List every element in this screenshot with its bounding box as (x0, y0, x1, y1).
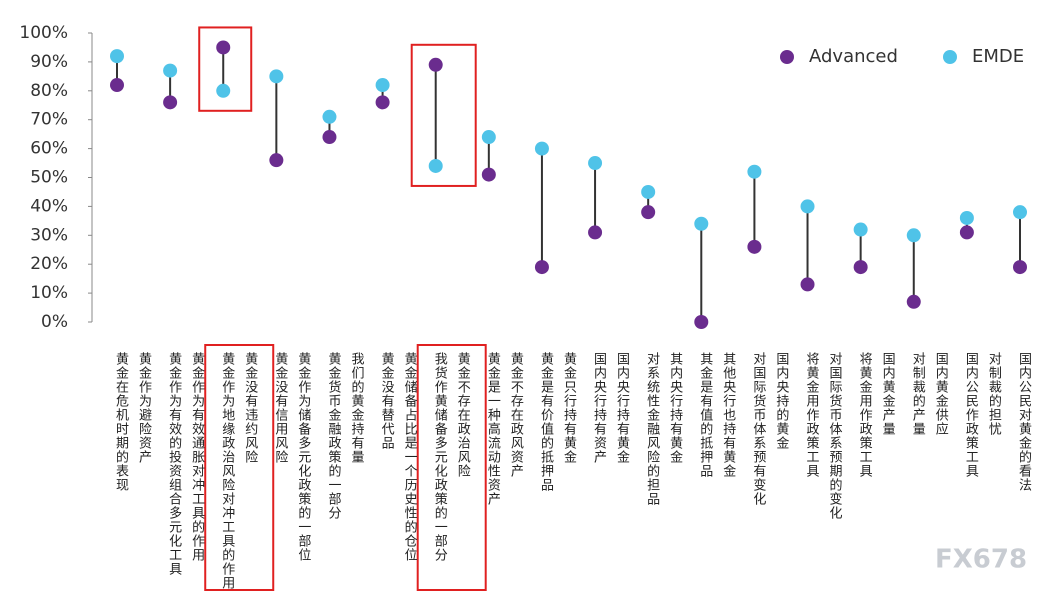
y-tick-label: 40% (30, 196, 68, 216)
dot (853, 222, 868, 237)
x-tick-label: 国内公民对黄金的看法 (1016, 352, 1031, 492)
dot (110, 78, 124, 93)
x-tick-label: 将黄金用作政策工具 对国际货币体系预期的变化 (803, 352, 842, 520)
dot (534, 141, 549, 156)
dot (1013, 205, 1027, 220)
dot (853, 260, 868, 275)
x-tick-label: 国内央行持有资产 国内央行持有黄金 (591, 352, 630, 464)
y-tick-label: 0% (41, 312, 68, 332)
x-tick-label: 国内公民作政策工具 对制裁的担忧 (962, 352, 1001, 478)
dot (375, 95, 390, 110)
dot (481, 167, 496, 182)
dot (959, 225, 974, 240)
y-tick-label: 90% (30, 52, 68, 72)
dot (588, 225, 603, 240)
dot (269, 69, 284, 84)
dot (747, 239, 762, 254)
x-tick-label: 对国际货币体系预有变化 国内央持的黄金 (750, 352, 789, 506)
legend-label: Advanced (809, 46, 898, 67)
y-tick-label: 20% (30, 254, 68, 274)
x-tick-label: 将黄金用作政策工具 国内黄金产量 (856, 352, 895, 478)
y-tick-label: 30% (30, 225, 68, 245)
dot (110, 49, 124, 64)
dot (959, 210, 974, 225)
x-tick-label: 我货作黄储备多元化政策的一部分 黄金不存在政治风险 (431, 352, 470, 562)
x-tick-label: 黄金在危机时期的表现 黄金作为避险资产 (113, 352, 151, 492)
y-tick-label: 70% (30, 110, 68, 130)
highlight-label-box (204, 344, 275, 591)
dot (800, 199, 815, 214)
dot (269, 153, 284, 168)
dot (747, 164, 762, 179)
dot (694, 216, 709, 231)
x-tick-label: 黄金是一种高流动性资产 黄金不存在政风资产 (484, 352, 523, 506)
legend-marker (943, 50, 957, 64)
y-tick-label: 10% (30, 283, 68, 303)
x-tick-label: 黄金没有信用风险 黄金作为储备多元化政策的一部位 (272, 352, 311, 562)
y-tick-label: 60% (30, 139, 68, 159)
dot (163, 95, 178, 110)
dot (800, 277, 815, 292)
x-tick-label: 黄金货币金融政策的一部分 我们的黄金持有量 (325, 352, 364, 520)
watermark: FX678 (935, 545, 1027, 575)
dot (322, 130, 337, 145)
dot (641, 205, 656, 220)
x-tick-label: 黄金没有替代品 黄金储备占比是一个历史性的仓位 (378, 352, 417, 562)
dot (641, 184, 656, 199)
dot (216, 83, 231, 98)
x-tick-label: 对制裁的产量 国内黄金供应 (909, 352, 948, 436)
dot (694, 315, 709, 329)
x-tick-label: 黄金作为地缘政治风险对冲工具的作用 黄金没有违约风险 (219, 352, 258, 590)
x-tick-label: 黄金作为有效的投资组合多元化工具 黄金作为有效通胀对冲工具的作用 (166, 352, 205, 576)
dot (428, 158, 443, 173)
x-tick-label: 对系统性金融风险的担品 其内央行持有黄金 (644, 352, 683, 506)
dot (322, 109, 337, 124)
dot (1013, 260, 1027, 275)
dot (534, 260, 549, 275)
dot (588, 156, 603, 171)
highlight-label-box (416, 344, 487, 591)
dot (163, 63, 178, 78)
legend-marker (780, 50, 794, 64)
legend-label: EMDE (972, 46, 1024, 67)
dot (906, 228, 921, 243)
dot (481, 130, 496, 145)
y-tick-label: 100% (19, 23, 68, 43)
dot (428, 57, 443, 72)
dot (216, 40, 231, 55)
x-tick-label: 黄金是有价值的抵押品 黄金只行持有黄金 (537, 352, 576, 492)
dot (375, 78, 390, 93)
y-tick-label: 80% (30, 81, 68, 101)
highlight-box (198, 26, 253, 112)
highlight-box (410, 43, 477, 187)
x-tick-label: 其金是有值的抵押品 其他央行也持有黄金 (697, 352, 736, 478)
dot (906, 294, 921, 309)
y-tick-label: 50% (30, 168, 68, 188)
